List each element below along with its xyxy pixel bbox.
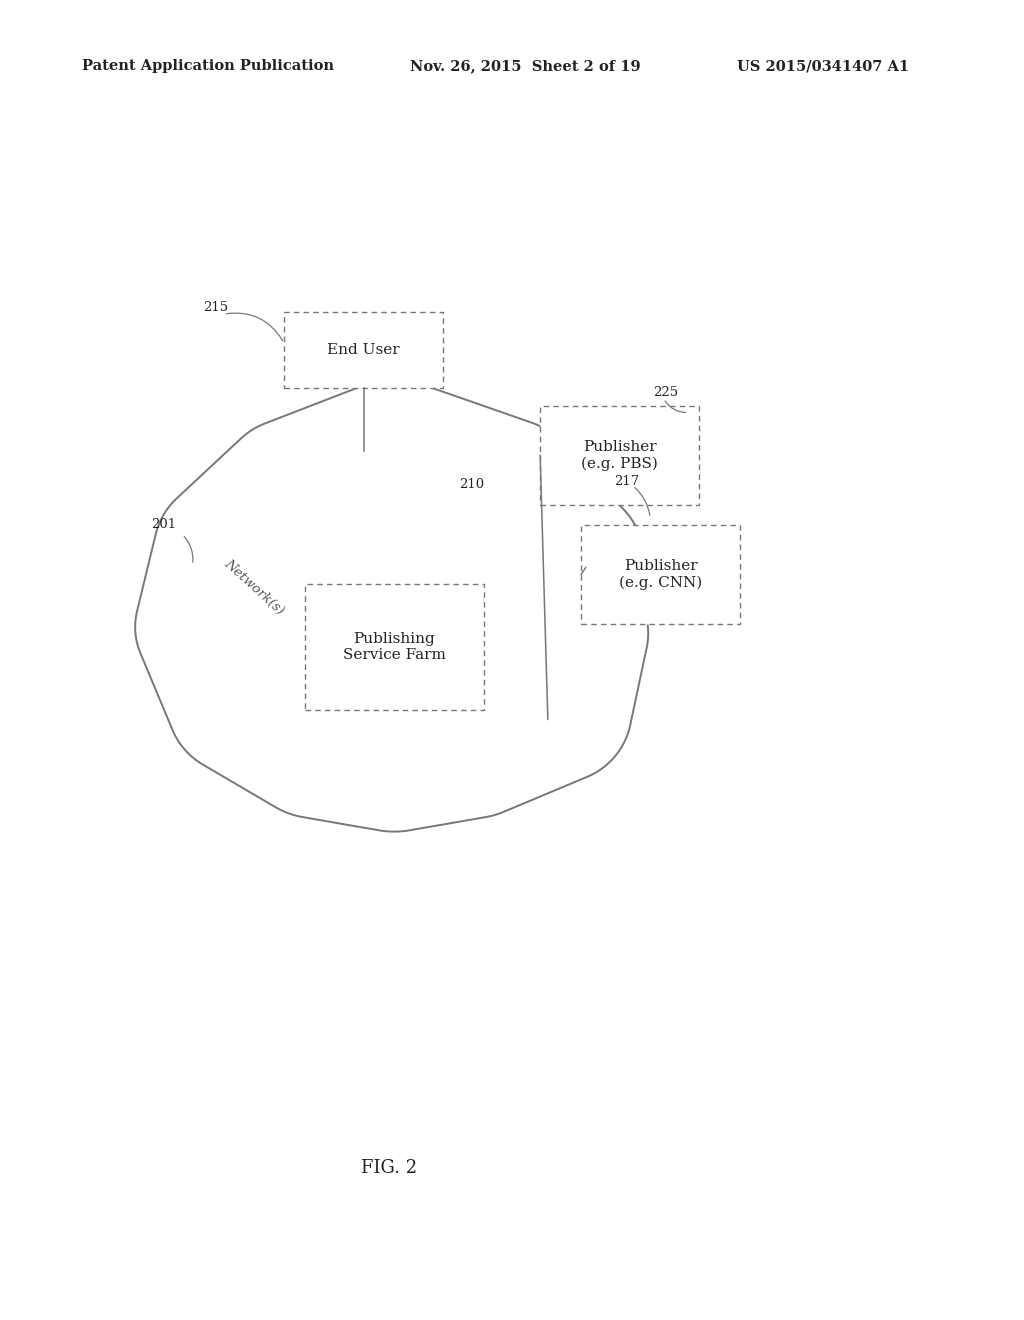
Text: 201: 201 xyxy=(152,517,177,531)
FancyBboxPatch shape xyxy=(582,525,739,624)
Text: End User: End User xyxy=(328,343,399,356)
Text: FIG. 2: FIG. 2 xyxy=(361,1159,417,1177)
FancyBboxPatch shape xyxy=(541,407,698,504)
Text: 210: 210 xyxy=(459,478,484,491)
Text: Network(s): Network(s) xyxy=(221,557,287,618)
Text: 225: 225 xyxy=(653,385,679,399)
Text: US 2015/0341407 A1: US 2015/0341407 A1 xyxy=(737,59,909,74)
FancyBboxPatch shape xyxy=(284,312,442,388)
Text: Publisher
(e.g. CNN): Publisher (e.g. CNN) xyxy=(618,558,702,590)
FancyBboxPatch shape xyxy=(305,583,483,710)
Text: Publisher
(e.g. PBS): Publisher (e.g. PBS) xyxy=(581,440,658,471)
Text: Publishing
Service Farm: Publishing Service Farm xyxy=(343,632,445,661)
Text: 215: 215 xyxy=(203,301,228,314)
Text: Nov. 26, 2015  Sheet 2 of 19: Nov. 26, 2015 Sheet 2 of 19 xyxy=(410,59,640,74)
PathPatch shape xyxy=(135,380,648,832)
Text: 217: 217 xyxy=(614,475,640,488)
Text: Patent Application Publication: Patent Application Publication xyxy=(82,59,334,74)
